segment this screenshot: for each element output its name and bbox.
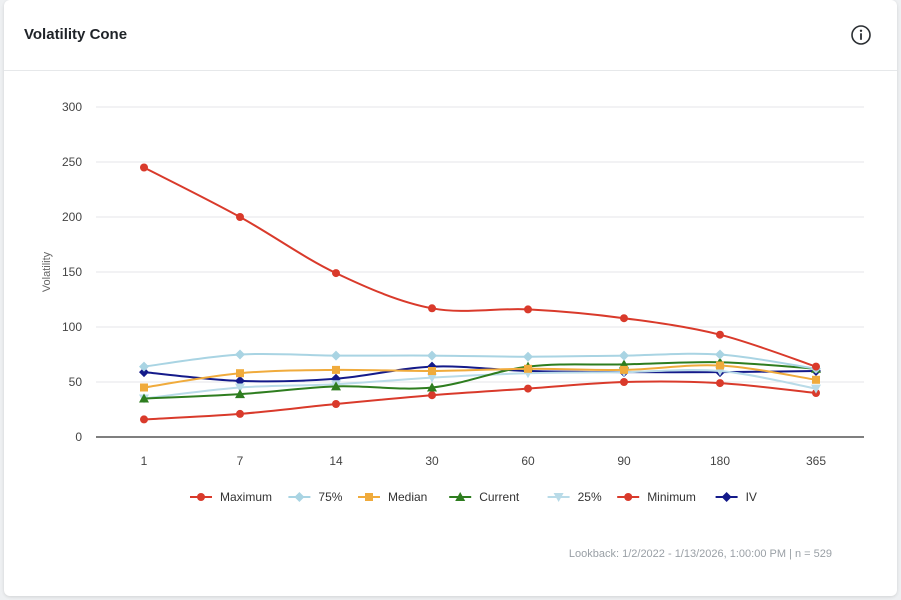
data-point-75pct [331, 350, 341, 361]
card-header: Volatility Cone [4, 0, 897, 71]
data-point-minimum [620, 378, 628, 386]
data-point-25pct [235, 383, 245, 393]
y-tick-label: 200 [62, 210, 82, 224]
x-tick-label: 60 [521, 454, 535, 468]
lookback-label: Lookback: [568, 548, 620, 560]
data-point-median [812, 375, 820, 384]
data-point-current [331, 381, 341, 391]
y-tick-label: 0 [75, 430, 82, 444]
data-point-75pct [139, 361, 149, 372]
legend-label-75pct[interactable]: 75% [318, 490, 342, 504]
data-point-maximum [428, 304, 436, 313]
series-line-median [143, 364, 817, 389]
x-tick-label: 180 [710, 454, 730, 468]
legend-marker-iv [721, 492, 732, 502]
data-point-iv [235, 375, 245, 386]
data-point-75pct [427, 350, 437, 361]
data-point-median [620, 365, 628, 374]
info-icon[interactable] [850, 24, 872, 46]
y-tick-label: 150 [62, 265, 82, 279]
data-point-minimum [236, 409, 244, 418]
data-point-maximum [812, 362, 820, 371]
data-point-current [139, 393, 149, 403]
series-line-iv [143, 365, 817, 383]
y-tick-label: 100 [62, 320, 82, 334]
data-point-75pct [619, 350, 629, 361]
data-point-current [427, 382, 437, 392]
data-point-25pct [811, 384, 821, 394]
y-axis-title: Volatility [41, 251, 53, 292]
y-tick-label: 250 [62, 155, 82, 169]
sample-count: n = 529 [794, 548, 832, 560]
data-point-iv [139, 367, 149, 378]
legend-marker-minimum [624, 493, 633, 501]
data-point-median [236, 369, 244, 378]
card-title: Volatility Cone [24, 26, 128, 43]
data-point-maximum [236, 213, 244, 221]
legend-label-25pct[interactable]: 25% [578, 490, 602, 504]
x-tick-label: 365 [806, 454, 826, 468]
legend-marker-75pct [294, 492, 305, 502]
series-line-75pct [143, 352, 817, 370]
data-point-minimum [332, 400, 340, 408]
lookback-range: 1/2/2022 - 1/13/2026, 1:00:00 PM [622, 548, 786, 560]
data-point-median [524, 364, 532, 373]
series-line-maximum [143, 166, 817, 368]
legend-label-maximum[interactable]: Maximum [220, 490, 272, 504]
data-point-minimum [428, 391, 436, 400]
data-point-median [428, 367, 436, 375]
legend-label-current[interactable]: Current [479, 490, 520, 504]
data-point-75pct [523, 351, 533, 362]
x-tick-label: 90 [617, 454, 631, 468]
data-point-25pct [427, 373, 437, 383]
data-point-maximum [332, 269, 340, 278]
data-point-current [235, 389, 245, 399]
x-tick-label: 30 [425, 454, 439, 468]
x-tick-label: 7 [237, 454, 244, 468]
legend-label-median[interactable]: Median [388, 490, 427, 504]
data-point-maximum [524, 305, 532, 314]
legend-marker-current [455, 492, 466, 501]
data-point-minimum [140, 415, 148, 424]
legend-label-minimum[interactable]: Minimum [647, 490, 696, 504]
legend-marker-maximum [197, 493, 205, 501]
x-tick-label: 14 [329, 454, 343, 468]
series-line-current [143, 361, 817, 400]
lookback-footer: Lookback: 1/2/2022 - 1/13/2026, 1:00:00 … [569, 548, 832, 560]
data-point-minimum [524, 384, 532, 393]
x-tick-label: 1 [141, 454, 148, 468]
series-line-25pct [143, 368, 817, 400]
y-tick-label: 50 [69, 375, 83, 389]
data-point-75pct [235, 349, 245, 360]
series-line-minimum [143, 380, 817, 421]
data-point-minimum [716, 379, 724, 388]
data-point-maximum [620, 314, 628, 323]
data-point-median [140, 383, 148, 392]
volatility-cone-card: Volatility Cone 0 50 100 150 200 250 300 1 7 14 30… [4, 0, 897, 596]
legend-label-iv[interactable]: IV [746, 490, 757, 504]
volatility-chart: 0 50 100 150 200 250 300 1 7 14 30 60 90 180 365 Volati… [41, 100, 864, 504]
data-point-median [332, 365, 340, 374]
footer-separator: | [789, 548, 792, 560]
data-point-maximum [140, 163, 148, 172]
data-point-maximum [716, 330, 724, 339]
data-point-75pct [715, 349, 725, 360]
legend-marker-median [365, 493, 373, 501]
data-point-median [716, 361, 724, 370]
y-tick-label: 300 [62, 100, 82, 114]
legend-marker-25pct [553, 493, 564, 502]
